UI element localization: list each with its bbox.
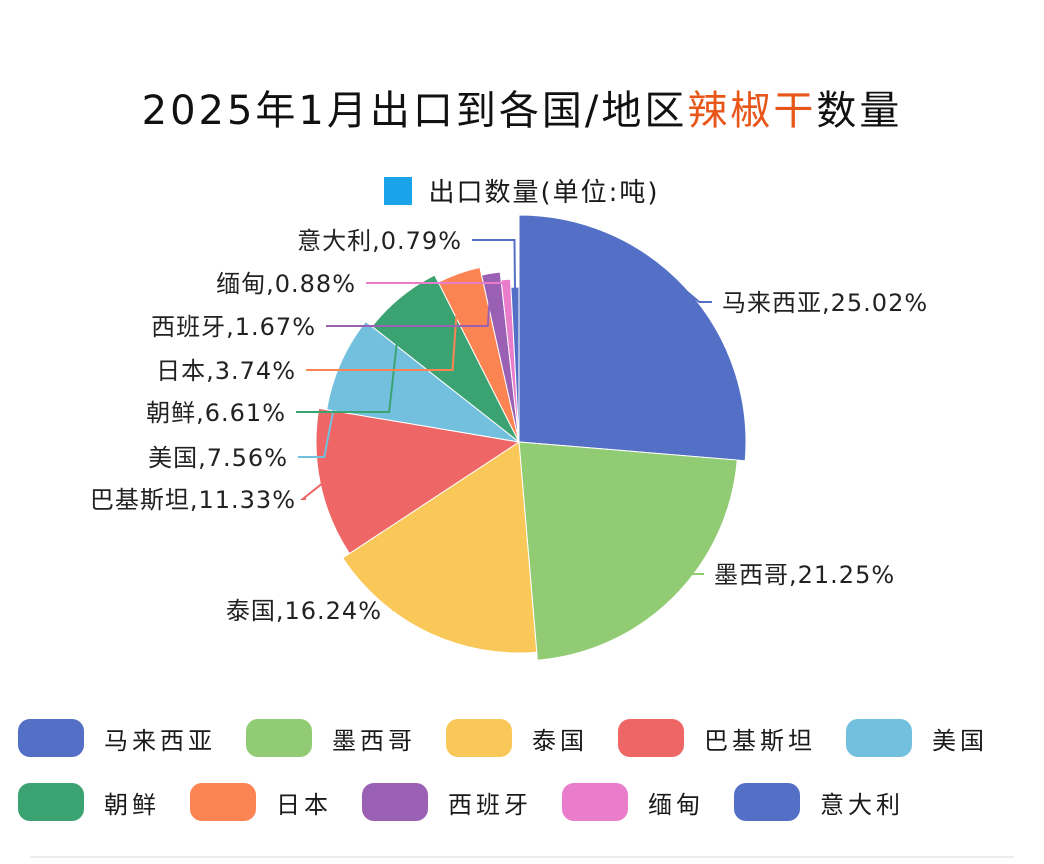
legend-item[interactable]: 巴基斯坦 [618, 719, 816, 757]
series-legend-label: 出口数量(单位:吨) [428, 178, 660, 208]
pie-slice-7[interactable] [480, 271, 520, 443]
series-legend[interactable]: 出口数量(单位:吨) [0, 172, 1044, 209]
pie-slice-0[interactable] [518, 214, 747, 462]
legend-swatch [190, 783, 256, 821]
leader-line-9 [472, 239, 517, 290]
slice-label-8: 缅甸,0.88% [216, 270, 356, 298]
pie-slice-8[interactable] [500, 278, 520, 443]
leader-line-7 [326, 275, 493, 327]
slice-label-2: 泰国,16.24% [226, 597, 382, 625]
legend: 马来西亚 墨西哥 泰国 巴基斯坦 美国朝鲜 日本 西班牙 缅甸 意大利 [18, 716, 1028, 844]
legend-swatch [18, 783, 84, 821]
legend-label: 日本 [276, 790, 332, 819]
legend-label: 马来西亚 [104, 726, 216, 755]
slice-label-4: 美国,7.56% [148, 444, 288, 472]
chart-title-prefix: 2025年1月出口到各国/地区 [141, 88, 688, 134]
legend-item[interactable]: 意大利 [734, 783, 904, 821]
legend-label: 缅甸 [648, 790, 704, 819]
leader-line-3 [299, 482, 323, 500]
pie-slice-1[interactable] [518, 441, 738, 661]
slice-label-0: 马来西亚,25.02% [722, 289, 928, 317]
legend-swatch [446, 719, 512, 757]
legend-item[interactable]: 泰国 [446, 719, 588, 757]
legend-item[interactable]: 日本 [190, 783, 332, 821]
legend-item[interactable]: 朝鲜 [18, 783, 160, 821]
legend-swatch [734, 783, 800, 821]
series-legend-swatch [384, 176, 413, 205]
slice-label-5: 朝鲜,6.61% [146, 399, 286, 427]
legend-label: 西班牙 [448, 790, 532, 819]
legend-label: 泰国 [532, 726, 588, 755]
slice-label-1: 墨西哥,21.25% [714, 561, 895, 589]
leader-line-8 [366, 280, 507, 284]
legend-item[interactable]: 西班牙 [362, 783, 532, 821]
legend-item[interactable]: 缅甸 [562, 783, 704, 821]
legend-swatch [846, 719, 912, 757]
pie-slice-2[interactable] [342, 441, 538, 654]
legend-row: 朝鲜 日本 西班牙 缅甸 意大利 [18, 780, 1028, 824]
leader-line-2 [392, 609, 429, 631]
leader-line-5 [296, 298, 403, 413]
slice-label-7: 西班牙,1.67% [151, 313, 316, 341]
legend-label: 墨西哥 [332, 726, 416, 755]
pie-chart: 马来西亚,25.02% 墨西哥,21.25% 泰国,16.24% 巴基斯坦,11.33… [90, 214, 928, 661]
chart-title-suffix: 数量 [816, 88, 903, 134]
leader-line-4 [298, 363, 344, 458]
legend-swatch [246, 719, 312, 757]
legend-swatch [18, 719, 84, 757]
leader-line-0 [683, 288, 712, 303]
leader-line-1 [671, 573, 704, 596]
legend-row: 马来西亚 墨西哥 泰国 巴基斯坦 美国 [18, 716, 1028, 760]
legend-swatch [562, 783, 628, 821]
legend-swatch [362, 783, 428, 821]
slice-label-9: 意大利,0.79% [297, 227, 462, 255]
legend-item[interactable]: 美国 [846, 719, 988, 757]
legend-item[interactable]: 马来西亚 [18, 719, 216, 757]
legend-label: 朝鲜 [104, 790, 160, 819]
slice-label-3: 巴基斯坦,11.33% [90, 486, 296, 514]
leader-line-6 [306, 275, 461, 371]
chart-title-highlight: 辣椒干 [687, 88, 817, 134]
legend-item[interactable]: 墨西哥 [246, 719, 416, 757]
legend-label: 巴基斯坦 [704, 726, 816, 755]
chart-title: 2025年1月出口到各国/地区辣椒干数量 [0, 78, 1044, 136]
legend-swatch [618, 719, 684, 757]
legend-label: 美国 [932, 726, 988, 755]
legend-label: 意大利 [820, 790, 904, 819]
slice-label-6: 日本,3.74% [156, 357, 296, 385]
bottom-divider [30, 856, 1014, 858]
